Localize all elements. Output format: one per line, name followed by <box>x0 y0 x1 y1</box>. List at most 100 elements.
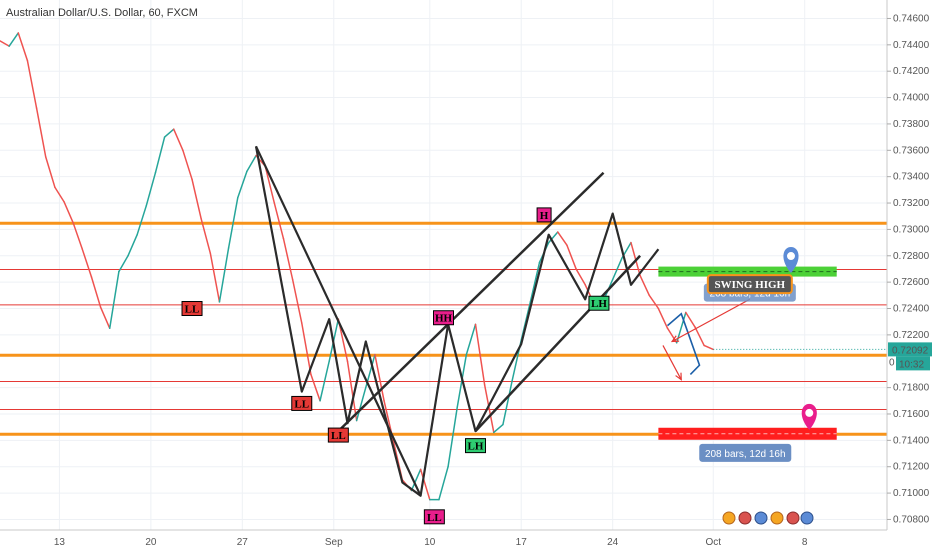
price-segment <box>273 202 285 240</box>
map-pin-hole <box>786 252 795 261</box>
price-segment <box>529 261 541 303</box>
swing-high-label: SWING HIGH <box>715 279 786 291</box>
event-flag-icon[interactable] <box>722 511 736 525</box>
price-segment <box>63 200 74 224</box>
pattern-label-box[interactable] <box>423 509 445 525</box>
pattern-label-text: HH <box>435 313 453 325</box>
arrow-shaft[interactable] <box>671 298 751 342</box>
price-segment <box>54 186 65 203</box>
event-flag-icon[interactable] <box>738 511 752 525</box>
price-segment <box>237 170 248 199</box>
price-tick-label: 0.73800 <box>893 119 930 130</box>
trend-channel-line[interactable] <box>474 254 642 432</box>
event-flag-icon[interactable] <box>786 511 800 525</box>
swing-high-callout[interactable] <box>706 274 793 295</box>
price-tick-label: 0.71400 <box>893 435 930 446</box>
price-segment <box>8 32 20 47</box>
price-segment <box>575 268 586 286</box>
price-segment <box>145 171 157 207</box>
price-segment <box>639 274 650 297</box>
price-segment <box>26 59 38 109</box>
price-segment <box>465 323 477 356</box>
price-segment <box>301 322 312 376</box>
price-segment <box>703 344 715 351</box>
price-segment <box>44 156 56 188</box>
price-segment <box>447 406 458 468</box>
price-tick-label: 0.71000 <box>893 488 930 499</box>
arrow-shaft[interactable] <box>662 345 682 380</box>
last-price-badge <box>888 342 932 357</box>
price-axis[interactable]: 0.74600 0.74400 0.74200 0.74000 0.73800 0.736… <box>887 13 930 525</box>
price-segment <box>319 360 330 402</box>
pattern-label-box[interactable] <box>291 395 313 411</box>
price-segment <box>200 218 212 254</box>
price-tick-label: 0.73200 <box>893 198 930 209</box>
price-segment <box>557 231 568 246</box>
time-tick-label: 13 <box>54 537 66 548</box>
arrow-head-icon[interactable] <box>670 335 680 343</box>
time-tick-label: 17 <box>516 537 528 548</box>
price-segment <box>127 233 138 257</box>
price-segment <box>136 204 148 236</box>
arrow-head-icon[interactable] <box>675 372 682 381</box>
pattern-label-box[interactable] <box>465 438 487 454</box>
pattern-label-box[interactable] <box>433 310 454 326</box>
price-segment <box>346 360 358 422</box>
target-zone[interactable] <box>658 427 837 440</box>
price-tick-label: 0.74400 <box>893 40 930 51</box>
price-segment <box>163 128 175 138</box>
pattern-label-box[interactable] <box>536 207 552 223</box>
bars-range-label: 208 bars, 12d 16h <box>710 289 791 300</box>
price-segment <box>566 244 577 270</box>
bars-range-pill[interactable] <box>699 443 792 462</box>
pattern-label-text: LH <box>468 441 484 453</box>
label-markers: LL LL LL HH LL LH H LH <box>181 207 610 525</box>
pattern-label-box[interactable] <box>181 301 203 317</box>
event-flag-icon[interactable] <box>770 511 784 525</box>
price-segment <box>17 32 29 62</box>
price-segment <box>291 278 303 324</box>
price-tick-label: 0.72400 <box>893 304 930 315</box>
pattern-label-text: LL <box>331 430 346 442</box>
chart-title: Australian Dollar/U.S. Dollar, 60, FXCM <box>6 7 198 19</box>
countdown-badge <box>896 356 930 371</box>
price-segment <box>209 252 221 303</box>
price-tick-label: 0.72200 <box>893 330 930 341</box>
price-segment <box>657 307 669 330</box>
price-segment <box>246 154 257 173</box>
price-segment <box>118 255 129 273</box>
price-segment <box>438 465 449 501</box>
projection-path[interactable] <box>666 312 701 375</box>
time-tick-label: 20 <box>145 537 157 548</box>
event-flag-icon[interactable] <box>754 511 768 525</box>
price-segment <box>502 380 513 426</box>
price-segment <box>218 247 230 303</box>
pattern-label-box[interactable] <box>327 427 349 443</box>
price-segment <box>154 136 166 174</box>
price-tick-label: 0.72800 <box>893 251 930 262</box>
price-tick-label: 0.74200 <box>893 66 930 77</box>
price-segment <box>611 257 623 281</box>
time-axis[interactable]: 13 20 27 Sep 10 17 24 Oct 8 <box>54 537 808 548</box>
price-tick-label: 0.71200 <box>893 462 930 473</box>
pattern-label-text: LL <box>427 512 442 524</box>
price-segment <box>90 276 102 308</box>
time-tick-label: 8 <box>802 537 808 548</box>
price-tick-label: 0.70800 <box>893 514 930 525</box>
event-flag-icon[interactable] <box>800 511 814 525</box>
pattern-label-box[interactable] <box>588 295 610 311</box>
price-segment <box>493 423 504 434</box>
price-segment <box>694 326 705 347</box>
swing-high-zone[interactable] <box>658 266 837 277</box>
map-pin-hole <box>805 408 814 417</box>
events-strip[interactable] <box>722 511 814 525</box>
price-segment <box>264 165 276 204</box>
price-segment <box>410 468 422 492</box>
zigzag-pattern-line[interactable] <box>255 145 422 497</box>
trend-channel-line[interactable] <box>337 171 605 433</box>
price-segment <box>0 40 10 47</box>
pattern-label-text: LL <box>185 304 200 316</box>
price-segment <box>227 197 239 249</box>
